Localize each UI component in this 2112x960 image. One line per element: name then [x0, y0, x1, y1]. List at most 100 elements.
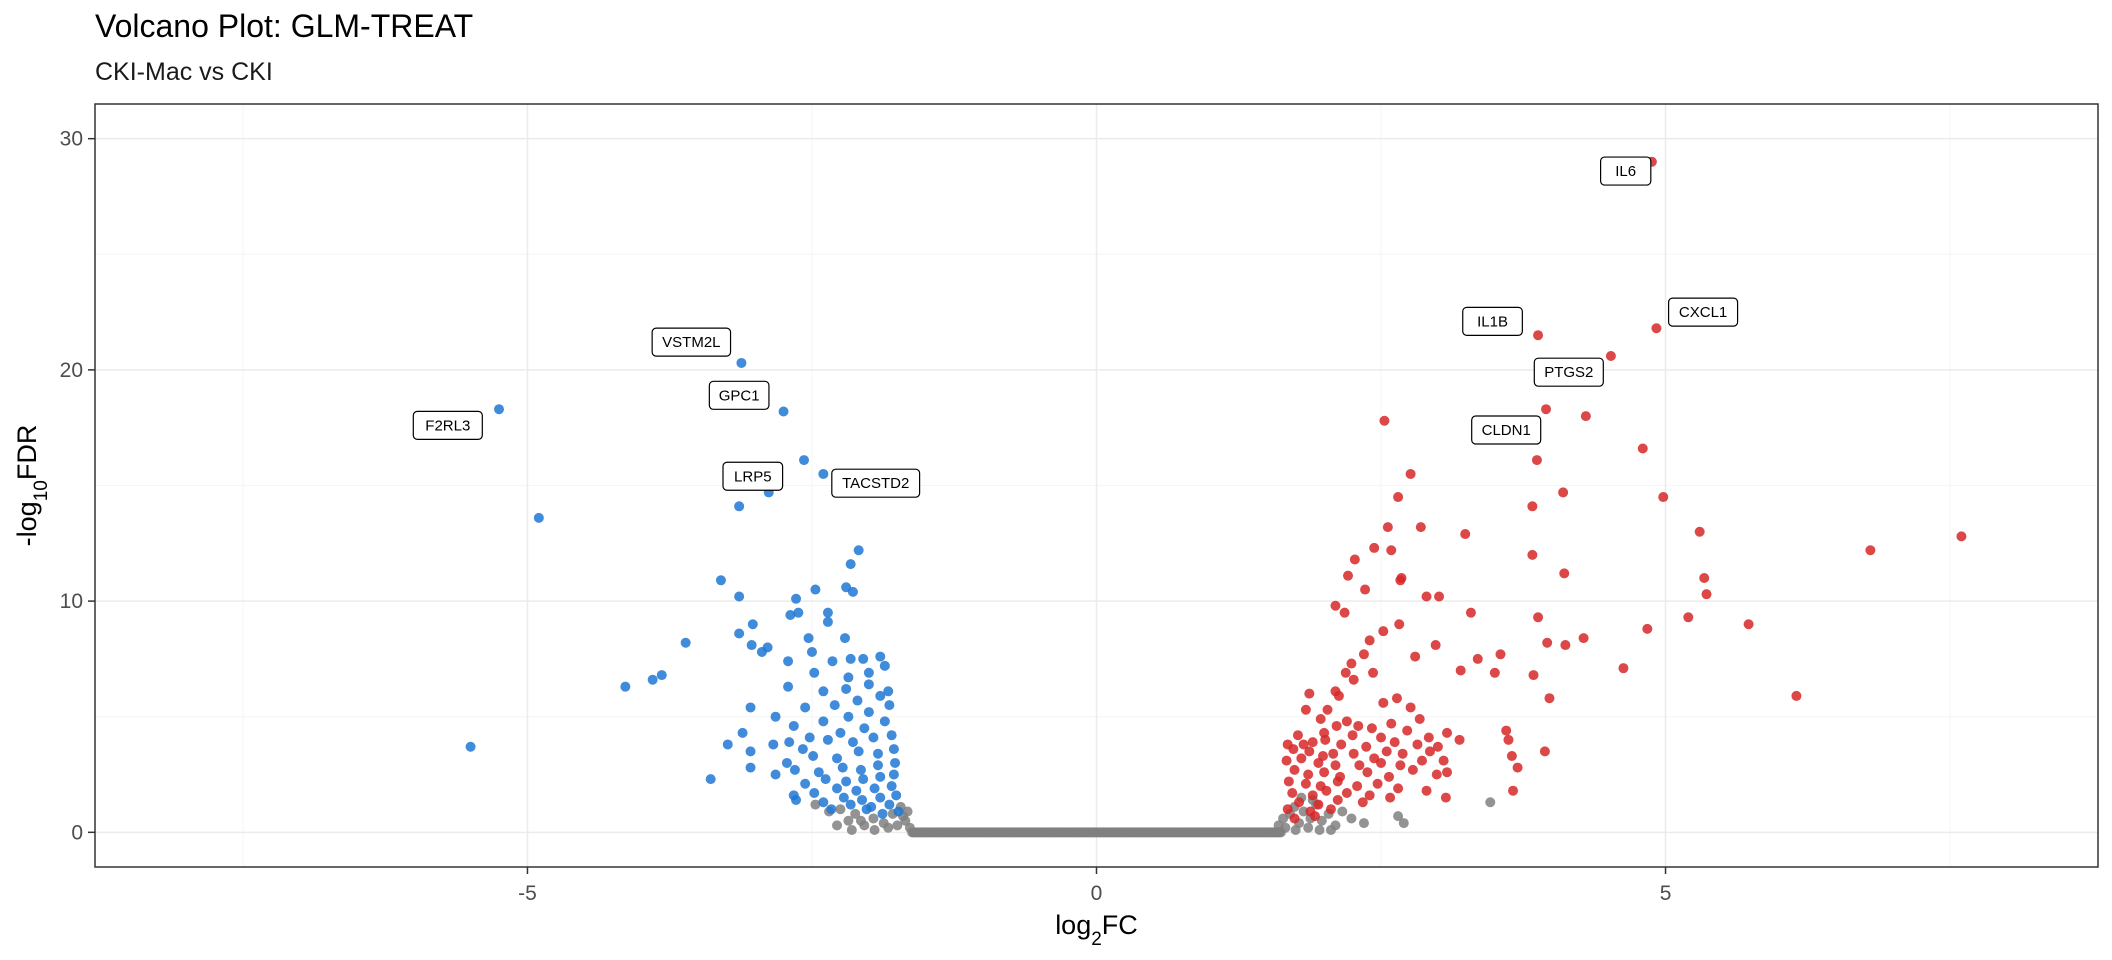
down-regulated-point — [818, 686, 829, 697]
up-regulated-point — [1642, 623, 1653, 634]
down-regulated-point — [826, 804, 837, 815]
x-tick-label: -5 — [518, 882, 537, 905]
up-regulated-point — [1366, 723, 1377, 734]
down-regulated-point — [745, 702, 756, 713]
down-regulated-point — [745, 746, 756, 757]
down-regulated-point — [818, 468, 829, 479]
x-tick-label: 0 — [1091, 882, 1103, 905]
down-regulated-point — [810, 584, 821, 595]
up-regulated-point — [1383, 771, 1394, 782]
up-regulated-point — [1391, 693, 1402, 704]
up-regulated-point — [1283, 776, 1294, 787]
up-regulated-point — [1361, 741, 1372, 752]
down-regulated-point — [869, 783, 880, 794]
up-regulated-point — [1389, 737, 1400, 748]
down-regulated-point — [783, 656, 794, 667]
down-regulated-point — [872, 748, 883, 759]
up-regulated-point — [1431, 769, 1442, 780]
up-regulated-point — [1330, 760, 1341, 771]
up-regulated-point — [1300, 778, 1311, 789]
x-axis-title: log2FC — [1055, 910, 1138, 950]
ns-point — [868, 813, 879, 824]
up-regulated-point — [1501, 725, 1512, 736]
down-regulated-point — [852, 695, 863, 706]
up-regulated-point — [1560, 640, 1571, 651]
up-regulated-point — [1386, 545, 1397, 556]
up-regulated-point — [1313, 757, 1324, 768]
up-regulated-point — [1956, 531, 1967, 542]
down-regulated-point — [884, 799, 895, 810]
up-regulated-point — [1364, 790, 1375, 801]
up-regulated-point — [1292, 730, 1303, 741]
y-axis-title-sub: 10 — [31, 480, 52, 501]
down-regulated-point — [647, 674, 658, 685]
down-regulated-point — [770, 769, 781, 780]
down-regulated-point — [705, 774, 716, 785]
gene-label-il6: IL6 — [1615, 163, 1636, 180]
gene-label-il1b: IL1B — [1477, 313, 1508, 330]
up-regulated-point — [1348, 674, 1359, 685]
up-regulated-point — [1307, 790, 1318, 801]
y-tick-label: 10 — [60, 590, 83, 613]
down-regulated-point — [745, 762, 756, 773]
up-regulated-point — [1357, 797, 1368, 808]
down-regulated-point — [839, 633, 850, 644]
gene-label-vstm2l: VSTM2L — [662, 334, 720, 351]
down-regulated-point — [656, 670, 667, 681]
up-regulated-point — [1503, 734, 1514, 745]
up-regulated-point — [1376, 732, 1387, 743]
down-regulated-point — [891, 790, 902, 801]
down-regulated-point — [890, 757, 901, 768]
down-regulated-point — [770, 711, 781, 722]
down-regulated-point — [800, 778, 811, 789]
up-regulated-point — [1658, 492, 1669, 503]
ns-point — [883, 822, 894, 833]
down-regulated-point — [818, 716, 829, 727]
up-regulated-point — [1539, 746, 1550, 757]
ns-point — [1398, 818, 1409, 829]
down-regulated-point — [465, 741, 476, 752]
up-regulated-point — [1393, 783, 1404, 794]
down-regulated-point — [832, 783, 843, 794]
down-regulated-point — [799, 455, 810, 466]
down-regulated-point — [877, 808, 888, 819]
down-regulated-point — [845, 559, 856, 570]
down-regulated-point — [886, 730, 897, 741]
up-regulated-point — [1339, 607, 1350, 618]
down-regulated-point — [884, 700, 895, 711]
up-regulated-point — [1454, 734, 1465, 745]
gene-label-box — [412, 410, 483, 440]
up-regulated-point — [1304, 746, 1315, 757]
ns-point — [1393, 811, 1404, 822]
gene-label-lrp5: LRP5 — [734, 468, 772, 485]
gene-label-box — [722, 461, 784, 491]
up-regulated-point — [1405, 468, 1416, 479]
up-regulated-point — [1396, 572, 1407, 583]
chart-title: Volcano Plot: GLM-TREAT — [95, 8, 474, 44]
x-axis-title-sub: 2 — [1091, 929, 1102, 950]
up-regulated-point — [1288, 744, 1299, 755]
up-regulated-point — [1558, 487, 1569, 498]
nonsignificant-points — [810, 792, 1496, 838]
down-regulated-point — [797, 744, 808, 755]
gene-label-box — [1471, 415, 1542, 445]
ns-point — [810, 799, 821, 810]
up-regulated-point — [1298, 739, 1309, 750]
up-regulated-point — [1414, 714, 1425, 725]
down-regulated-point — [800, 702, 811, 713]
up-regulated-point — [1325, 804, 1336, 815]
up-regulated-point — [1438, 755, 1449, 766]
down-regulated-point — [855, 764, 866, 775]
gene-label-box — [708, 380, 770, 410]
up-regulated-point — [1379, 415, 1390, 426]
up-regulated-point — [1289, 764, 1300, 775]
ns-point — [1346, 813, 1357, 824]
gene-label-box — [1533, 357, 1604, 387]
down-regulated-point — [822, 616, 833, 627]
down-regulated-point — [791, 794, 802, 805]
up-regulated-point — [1341, 716, 1352, 727]
gene-label-box — [1667, 297, 1739, 327]
down-regulated-point — [818, 797, 829, 808]
ns-point — [902, 806, 913, 817]
down-regulated-point — [837, 762, 848, 773]
